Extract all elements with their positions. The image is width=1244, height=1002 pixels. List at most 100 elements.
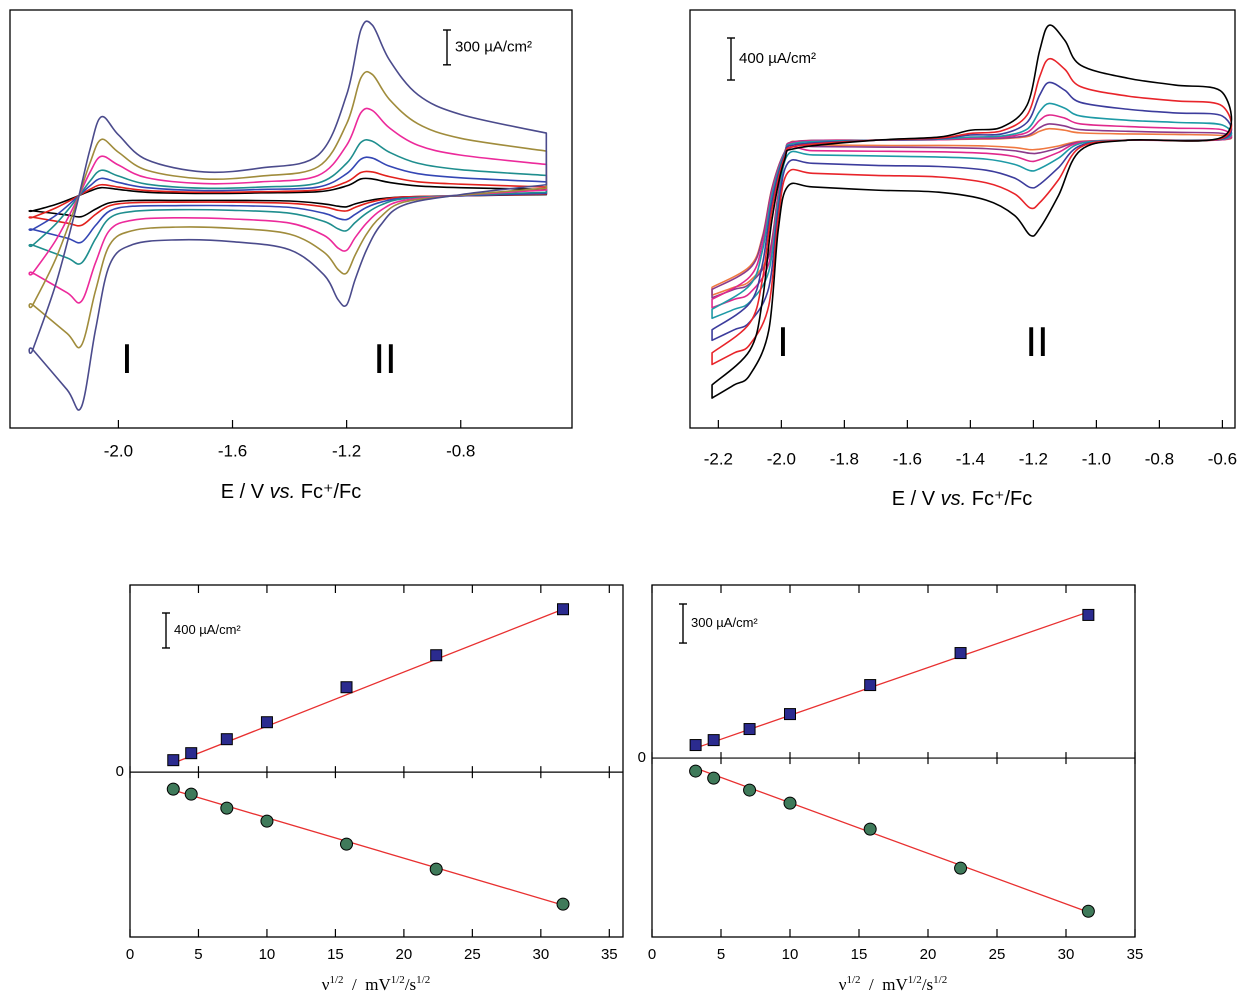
data-point (556, 897, 570, 911)
x-tick-label: 25 (989, 946, 1006, 963)
x-tick-label: 5 (194, 946, 202, 963)
cv-curve (711, 127, 1233, 296)
x-axis-label-part: E / V (892, 488, 941, 510)
x-axis-label-part: Fc⁺/Fc (966, 488, 1032, 510)
x-axis-label-part: vs. (270, 481, 296, 503)
plot-frame (689, 9, 1236, 429)
x-axis-label-part: 1/2 (329, 974, 343, 986)
x-tick-label: -1.0 (1082, 449, 1111, 468)
x-tick-label: 5 (717, 946, 725, 963)
data-point (340, 681, 353, 694)
cv-curve (711, 57, 1233, 366)
y-tick-label: 0 (116, 763, 124, 780)
data-point (184, 787, 198, 801)
data-point (783, 796, 797, 810)
data-point (557, 603, 570, 616)
x-tick-label: -1.6 (893, 449, 922, 468)
data-point (784, 708, 796, 721)
cv-curve (28, 70, 548, 349)
data-point (954, 647, 967, 660)
x-tick-label: -1.8 (830, 449, 859, 468)
x-tick-label: 10 (259, 946, 276, 963)
x-tick-label: 25 (464, 946, 481, 963)
fit-line (695, 611, 1089, 749)
data-point (340, 837, 354, 851)
scale-bar: 400 µA/cm² (727, 37, 816, 81)
x-tick-label: 0 (126, 946, 134, 963)
x-tick-label: -1.4 (956, 449, 985, 468)
plot-frame (651, 584, 1136, 938)
data-point (430, 649, 443, 662)
x-axis-label: E / V vs. Fc⁺/Fc (221, 481, 362, 503)
x-axis-label-part: vs. (941, 488, 967, 510)
data-point (863, 822, 877, 836)
x-axis-label-part: 1/2 (391, 974, 405, 986)
x-tick-label: -2.0 (104, 441, 133, 460)
cv-curve (28, 138, 548, 265)
plot-frame (9, 9, 573, 429)
data-point (743, 723, 756, 736)
x-axis-label-part: / mV (861, 975, 909, 994)
cv-curve (28, 170, 548, 227)
cv-curve (28, 177, 548, 218)
cv-curve (28, 20, 548, 411)
wave-label: II (373, 335, 396, 382)
x-axis-label-part: ν (839, 975, 847, 994)
scale-bar: 300 µA/cm² (679, 603, 758, 644)
scale-bar-label: 400 µA/cm² (174, 622, 241, 637)
y-tick-label: 0 (638, 749, 646, 766)
scale-bar: 300 µA/cm² (443, 29, 532, 66)
x-tick-label: -2.0 (767, 449, 796, 468)
x-axis-label-part: 1/2 (416, 974, 430, 986)
x-axis-label: E / V vs. Fc⁺/Fc (892, 488, 1033, 510)
x-axis-label-part: 1/2 (846, 974, 860, 986)
data-point (260, 814, 274, 828)
x-axis-label-part: / mV (344, 975, 392, 994)
data-point (429, 862, 443, 876)
data-point (220, 733, 233, 746)
cv-curve (28, 156, 548, 244)
x-tick-label: 35 (1127, 946, 1144, 963)
x-axis-label-part: /s (922, 975, 933, 994)
x-axis-label-part: E / V (221, 481, 270, 503)
data-point (954, 861, 968, 875)
x-tick-label: 30 (532, 946, 549, 963)
fit-line (173, 608, 564, 764)
scale-bar: 400 µA/cm² (162, 612, 241, 649)
fit-line (695, 767, 1089, 913)
x-axis-label-part: 1/2 (933, 974, 947, 986)
x-axis-label-part: ν (322, 975, 330, 994)
cv-curve (28, 107, 548, 304)
fit-line (173, 789, 564, 906)
data-point (707, 734, 720, 747)
data-point (185, 747, 198, 760)
panel: -2.2 -2.0 -1.8 -1.6 -1.4 -1.2 -1.0 -0.8 -0.6 E / … (689, 9, 1237, 510)
data-point (1081, 904, 1095, 918)
wave-label: I (777, 318, 789, 365)
x-axis-label-part: Fc⁺/Fc (295, 481, 361, 503)
data-point (864, 679, 877, 692)
data-point (689, 739, 702, 752)
x-tick-label: 20 (920, 946, 937, 963)
x-tick-label: 0 (648, 946, 656, 963)
x-tick-label: 10 (782, 946, 799, 963)
x-axis-label: ν1/2 / mV1/2/s1/2 (322, 974, 430, 994)
data-point (260, 716, 273, 729)
data-point (167, 754, 180, 767)
x-axis-label: ν1/2 / mV1/2/s1/2 (839, 974, 947, 994)
data-point (743, 783, 757, 797)
x-tick-label: -1.2 (332, 441, 361, 460)
data-point (689, 764, 703, 778)
data-point (220, 801, 234, 815)
x-tick-label: -1.2 (1019, 449, 1048, 468)
scale-bar-label: 300 µA/cm² (691, 615, 758, 630)
wave-label: I (121, 335, 133, 382)
cv-curve (711, 24, 1233, 399)
x-tick-label: -1.6 (218, 441, 247, 460)
data-point (1082, 608, 1095, 621)
scale-bar-label: 400 µA/cm² (739, 50, 816, 67)
x-tick-label: 20 (396, 946, 413, 963)
